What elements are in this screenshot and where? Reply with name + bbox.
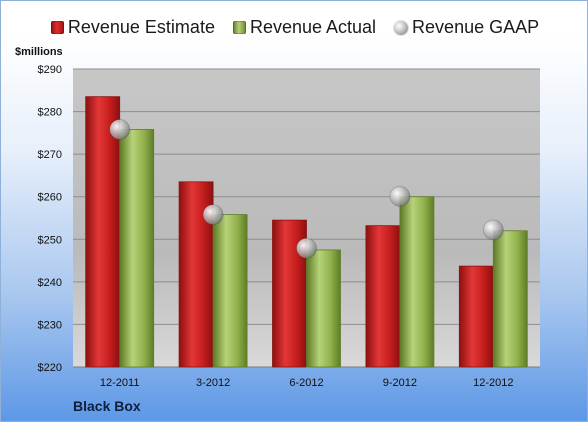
revenue-actual-bars	[119, 129, 528, 368]
revenue-actual-bar	[492, 230, 528, 368]
company-name: Black Box	[73, 398, 141, 414]
revenue-gaap-point	[389, 185, 411, 207]
y-axis-labels: $220 $230 $240 $250 $260 $270 $280 $290	[38, 64, 62, 374]
revenue-gaap-point	[202, 204, 224, 225]
revenue-gaap-point	[296, 237, 317, 259]
revenue-gaap-points	[109, 119, 504, 259]
legend-item-estimate: Revenue Estimate	[50, 17, 215, 38]
y-tick-label: $290	[38, 64, 62, 76]
y-tick-label: $240	[38, 277, 62, 289]
x-tick-label: 12-2011	[100, 377, 140, 389]
y-axis-unit-label: $millions	[15, 46, 63, 58]
y-tick-label: $230	[38, 319, 62, 331]
y-tick-label: $280	[38, 107, 62, 119]
legend-item-actual: Revenue Actual	[232, 17, 377, 38]
revenue-estimate-bar	[85, 96, 121, 368]
x-tick-label: 12-2012	[473, 377, 513, 389]
legend-label-estimate: Revenue Estimate	[67, 17, 215, 37]
legend-item-gaap: Revenue GAAP	[394, 17, 539, 38]
y-tick-label: $260	[38, 192, 62, 204]
legend-label-gaap: Revenue GAAP	[412, 17, 540, 37]
x-axis-labels: 12-2011 3-2012 6-2012 9-2012 12-2012	[100, 377, 514, 389]
estimate-swatch-icon	[50, 21, 64, 34]
revenue-gaap-point	[482, 219, 504, 241]
y-tick-label: $270	[38, 149, 62, 161]
y-tick-label: $250	[38, 234, 62, 246]
revenue-actual-bar	[119, 129, 155, 368]
y-tick-label: $220	[38, 362, 62, 374]
chart-legend: Revenue Estimate Revenue Actual Revenue …	[1, 17, 587, 38]
actual-swatch-icon	[232, 21, 246, 34]
revenue-gaap-point	[109, 119, 131, 140]
x-tick-label: 9-2012	[383, 377, 417, 389]
x-tick-label: 3-2012	[196, 377, 230, 389]
gaap-marker-icon	[394, 20, 409, 35]
legend-label-actual: Revenue Actual	[249, 17, 377, 37]
x-tick-label: 6-2012	[289, 377, 323, 389]
revenue-estimate-bar	[365, 225, 401, 368]
revenue-actual-bar	[212, 214, 248, 368]
revenue-estimate-bar	[458, 265, 494, 368]
revenue-actual-bar	[306, 249, 341, 368]
revenue-actual-bar	[399, 196, 435, 368]
